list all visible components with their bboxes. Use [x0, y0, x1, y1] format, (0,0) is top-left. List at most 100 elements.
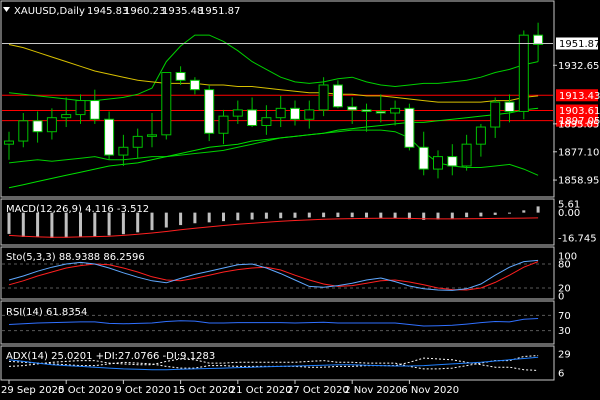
level-label: 1897.05 — [559, 116, 600, 127]
bearish-candle — [89, 100, 100, 120]
stochastic-panel-frame — [0, 246, 555, 300]
stochastic-tick-label: 80 — [558, 260, 571, 271]
adx-tick-label: 6 — [558, 369, 564, 380]
macd-title: MACD(12,26,9) 4.116 -3.512 — [6, 204, 149, 215]
bullish-candle — [232, 109, 243, 117]
macd-histogram-bar — [79, 212, 82, 237]
macd-panel: 5.610.00 -16.745 MACD(12,26,9) 4.116 -3.5… — [0, 198, 597, 246]
rsi-tick-label: 70 — [558, 311, 571, 322]
bullish-candle — [461, 143, 472, 167]
stochastic-title: Sto(5,3,3) 88.9388 86.2596 — [6, 252, 145, 263]
bullish-candle — [147, 134, 157, 137]
macd-histogram-bar — [336, 212, 340, 218]
rsi-panel: 70 30 RSI(14) 61.8354 — [0, 300, 571, 345]
bullish-candle — [75, 100, 86, 116]
bullish-candle — [46, 117, 57, 133]
adx-panel-frame — [0, 345, 555, 381]
bullish-candle — [161, 72, 172, 136]
macd-histogram-bar — [465, 212, 469, 218]
macd-histogram-bar — [536, 206, 540, 213]
macd-histogram-bar — [322, 212, 326, 218]
macd-histogram-bar — [436, 212, 440, 220]
macd-histogram-bar — [479, 212, 483, 217]
macd-histogram-bar — [293, 212, 297, 218]
macd-histogram-bar — [250, 212, 254, 220]
macd-histogram-bar — [179, 212, 183, 226]
macd-histogram-bar — [121, 212, 125, 235]
bearish-candle — [104, 118, 115, 156]
macd-signal-line — [8, 217, 539, 238]
bollinger-upper-line — [8, 34, 539, 102]
bearish-candle — [290, 107, 300, 120]
macd-histogram-bar — [193, 212, 197, 224]
bullish-candle — [275, 107, 286, 119]
dropdown-triangle-icon[interactable] — [3, 7, 10, 12]
macd-histogram-bar — [207, 212, 211, 223]
macd-histogram-bar — [450, 212, 454, 219]
ohlc-close: 1951.87 — [199, 6, 240, 17]
level-label-bg — [556, 114, 598, 127]
macd-histogram-bar — [7, 212, 11, 234]
macd-tick-label: 5.61 — [558, 200, 580, 211]
adx-panel: 29 6 ADX(14) 25.0201 +DI:27.0766 -DI:9.12… — [0, 345, 571, 381]
bullish-candle — [261, 117, 272, 126]
macd-histogram-bar — [264, 212, 268, 219]
bearish-candle — [32, 120, 43, 133]
macd-histogram-bar — [50, 212, 54, 238]
bullish-candle — [490, 101, 501, 128]
bullish-candle — [132, 135, 143, 148]
rsi-line — [8, 318, 539, 327]
rsi-title: RSI(14) 61.8354 — [6, 307, 87, 318]
bearish-candle — [204, 89, 215, 134]
stochastic-tick-label: 0 — [558, 292, 564, 303]
level-label-bg — [556, 104, 598, 117]
stochastic-tick-label: 20 — [558, 284, 571, 295]
time-tick-label: 2 Nov 2020 — [344, 385, 402, 396]
bullish-candle — [318, 84, 329, 111]
time-tick-label: 15 Oct 2020 — [173, 385, 235, 396]
macd-histogram-bar — [508, 212, 511, 214]
macd-histogram-bar — [350, 212, 354, 218]
macd-histogram-bar — [365, 212, 368, 218]
bullish-candle — [218, 115, 229, 134]
bearish-candle — [418, 146, 429, 170]
bullish-candle — [18, 120, 29, 142]
stochastic-tick-label: 100 — [558, 252, 577, 263]
macd-histogram-bar — [36, 212, 40, 237]
bullish-candle — [518, 34, 529, 112]
time-tick-label: 6 Nov 2020 — [401, 385, 459, 396]
macd-histogram-bar — [279, 212, 283, 219]
bullish-candle — [475, 126, 486, 145]
bearish-candle — [375, 110, 386, 114]
bullish-candle — [4, 140, 14, 145]
current-price-label-bg — [556, 37, 598, 50]
bearish-candle — [404, 107, 415, 148]
time-tick-label: 9 Oct 2020 — [115, 385, 170, 396]
bearish-candle — [332, 84, 343, 108]
price-tick-label: 1877.10 — [558, 147, 599, 158]
macd-histogram-bar — [21, 212, 25, 237]
time-tick-label: 29 Sep 2020 — [1, 385, 64, 396]
price-tick-label: 1858.95 — [558, 176, 599, 187]
ohlc-open: 1945.83 — [87, 6, 128, 17]
bearish-candle — [247, 109, 258, 126]
macd-histogram-bar — [164, 212, 168, 228]
bullish-candle — [304, 109, 315, 120]
level-label: 1903.61 — [559, 106, 600, 117]
stochastic-main-line — [8, 259, 539, 291]
macd-tick-label: -16.745 — [558, 234, 597, 245]
adx-tick-label: 29 — [558, 349, 571, 360]
adx-main-line — [8, 356, 539, 371]
time-tick-label: 5 Oct 2020 — [58, 385, 113, 396]
moving-average-yellow-line — [8, 44, 539, 103]
macd-histogram-bar — [150, 212, 154, 231]
bullish-candle — [390, 107, 401, 114]
bearish-candle — [189, 79, 200, 91]
bearish-candle — [447, 156, 458, 167]
level-label-bg — [556, 89, 598, 102]
bearish-candle — [533, 34, 544, 45]
rsi-tick-label: 30 — [558, 326, 571, 337]
bearish-candle — [504, 101, 515, 112]
